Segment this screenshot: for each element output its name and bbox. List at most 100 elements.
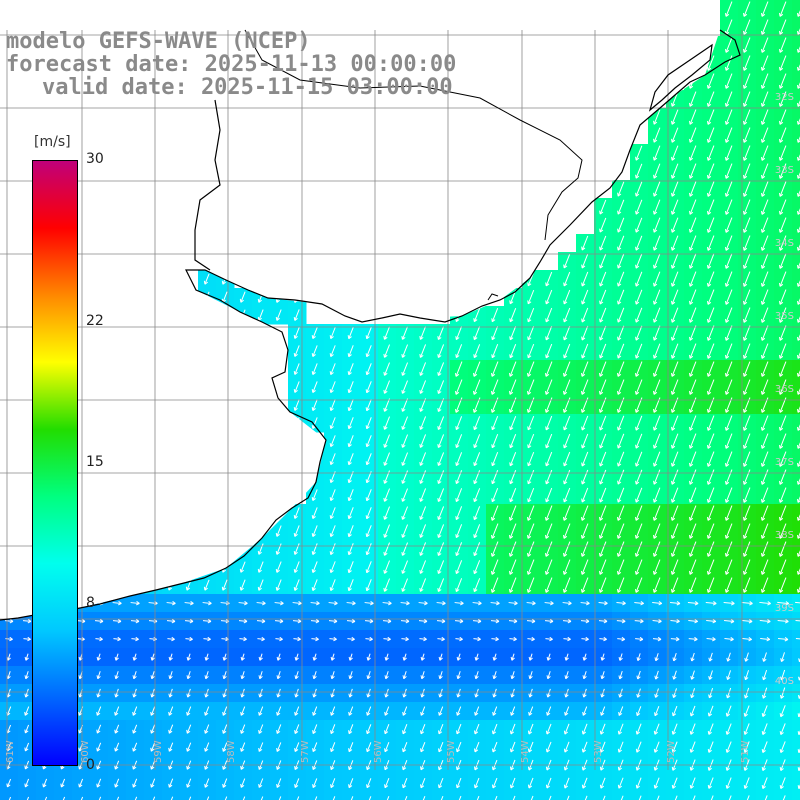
wind-arrow xyxy=(366,417,372,429)
wind-arrowhead xyxy=(189,618,194,622)
wind-arrow xyxy=(652,602,662,604)
wind-arrowhead xyxy=(456,749,461,753)
wind-arrowhead xyxy=(742,444,745,449)
wind-arrow xyxy=(512,795,516,800)
wind-arrow xyxy=(655,670,659,680)
wind-arrowhead xyxy=(491,426,493,430)
wind-arrowhead xyxy=(657,636,662,640)
wind-speed-cell xyxy=(792,450,800,469)
wind-arrowhead xyxy=(727,658,731,662)
wind-arrowhead xyxy=(706,390,709,395)
wind-arrow xyxy=(510,723,516,735)
wind-speed-cell xyxy=(576,792,595,800)
wind-arrow xyxy=(492,741,498,753)
wind-arrowhead xyxy=(689,157,694,161)
wind-arrowhead xyxy=(582,731,587,735)
wind-arrowhead xyxy=(688,390,691,395)
wind-arrowhead xyxy=(760,534,763,539)
wind-arrowhead xyxy=(366,675,369,679)
wind-arrow xyxy=(635,199,643,215)
wind-arrowhead xyxy=(419,533,421,538)
wind-arrowhead xyxy=(115,694,119,698)
wind-arrow xyxy=(527,289,535,305)
wind-arrowhead xyxy=(743,229,748,233)
wind-arrowhead xyxy=(796,228,799,233)
wind-arrowhead xyxy=(437,336,439,340)
wind-arrowhead xyxy=(384,767,389,771)
wind-arrowhead xyxy=(330,656,333,661)
wind-arrowhead xyxy=(115,748,119,752)
wind-arrowhead xyxy=(168,730,173,734)
wind-arrowhead xyxy=(762,732,766,735)
wind-arrowhead xyxy=(438,571,442,574)
wind-arrowhead xyxy=(441,636,445,640)
wind-arrowhead xyxy=(761,31,766,35)
wind-arrow xyxy=(528,777,534,789)
wind-arrowhead xyxy=(492,463,496,467)
wind-arrowhead xyxy=(563,282,565,287)
wind-arrowhead xyxy=(706,534,709,539)
wind-arrow xyxy=(581,253,589,269)
wind-arrowhead xyxy=(743,157,748,161)
wind-arrow xyxy=(689,181,697,197)
wind-arrow xyxy=(727,652,731,662)
wind-arrowhead xyxy=(639,638,644,642)
wind-arrow xyxy=(797,334,800,341)
wind-arrowhead xyxy=(797,572,800,575)
wind-arrowhead xyxy=(439,657,443,661)
wind-arrowhead xyxy=(473,516,475,520)
wind-arrowhead xyxy=(797,500,800,503)
wind-arrowhead xyxy=(652,372,655,377)
wind-arrowhead xyxy=(151,766,155,770)
wind-arrow xyxy=(292,602,302,604)
wind-arrowhead xyxy=(652,570,655,575)
wind-arrow xyxy=(384,778,390,788)
wind-arrowhead xyxy=(724,48,727,53)
wind-arrowhead xyxy=(419,515,421,520)
wind-arrowhead xyxy=(655,676,659,680)
wind-arrow xyxy=(348,507,354,519)
wind-arrowhead xyxy=(385,676,389,680)
wind-arrow xyxy=(725,253,733,269)
wind-arrowhead xyxy=(527,319,532,323)
wind-arrow xyxy=(258,706,264,716)
wind-arrow xyxy=(779,235,787,251)
wind-arrowhead xyxy=(635,246,637,251)
wind-arrowhead xyxy=(730,639,734,642)
wind-arrow xyxy=(617,505,625,521)
wind-arrow xyxy=(616,620,626,622)
wind-arrowhead xyxy=(617,391,622,395)
wind-arrowhead xyxy=(509,444,511,448)
wind-arrowhead xyxy=(796,534,799,539)
wind-arrow xyxy=(348,381,354,393)
wind-arrowhead xyxy=(331,694,335,698)
wind-arrowhead xyxy=(312,749,317,753)
wind-arrowhead xyxy=(477,620,482,624)
wind-arrowhead xyxy=(707,712,710,717)
wind-arrow xyxy=(687,601,699,605)
wind-arrowhead xyxy=(762,768,766,771)
wind-arrowhead xyxy=(778,228,781,233)
wind-arrow xyxy=(707,541,715,557)
wind-arrow xyxy=(563,559,571,575)
wind-arrow xyxy=(545,451,553,467)
wind-arrowhead xyxy=(693,638,698,642)
wind-arrowhead xyxy=(294,731,299,734)
wind-arrowhead xyxy=(581,571,586,575)
wind-arrow xyxy=(781,652,785,662)
wind-arrowhead xyxy=(724,156,727,161)
wind-arrowhead xyxy=(221,280,224,285)
wind-speed-cell xyxy=(792,252,800,271)
wind-speed-cell xyxy=(792,540,800,559)
wind-arrowhead xyxy=(186,656,189,661)
wind-arrow xyxy=(564,777,570,789)
wind-arrow xyxy=(653,271,661,287)
wind-arrowhead xyxy=(473,498,475,502)
wind-arrow xyxy=(726,723,732,735)
wind-arrow xyxy=(509,577,517,593)
wind-arrow xyxy=(170,796,174,800)
wind-arrowhead xyxy=(760,156,763,161)
wind-arrowhead xyxy=(779,694,782,699)
wind-arrowhead xyxy=(635,463,640,467)
wind-arrowhead xyxy=(726,676,728,680)
